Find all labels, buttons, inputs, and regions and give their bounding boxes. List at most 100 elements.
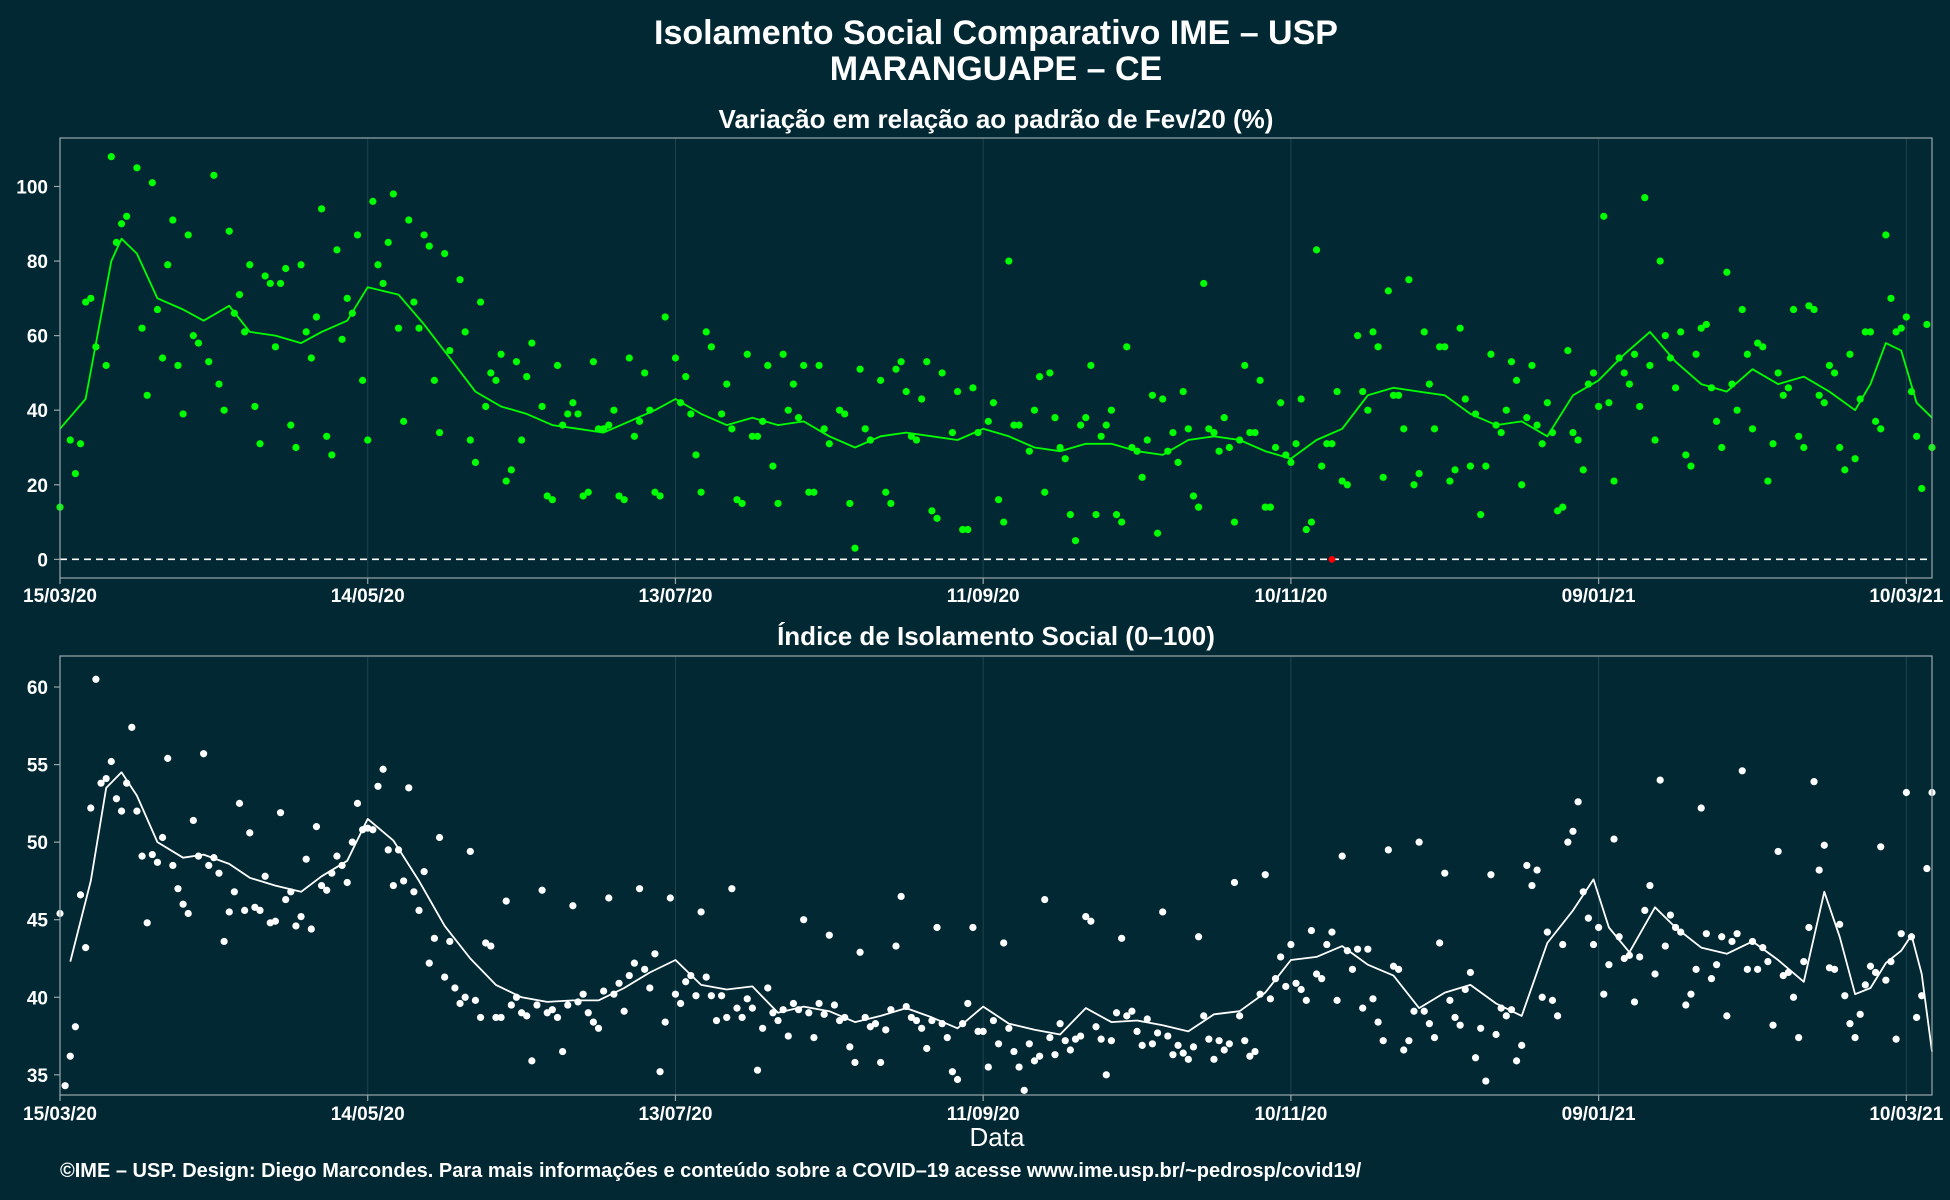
- index-point: [410, 888, 418, 896]
- index-point: [1405, 1037, 1413, 1045]
- variation-point: [805, 488, 813, 496]
- variation-point: [702, 328, 710, 336]
- variation-point: [302, 328, 310, 336]
- index-point: [1600, 990, 1608, 998]
- variation-point: [825, 440, 833, 448]
- index-point: [323, 886, 331, 894]
- variation-point: [1379, 473, 1387, 481]
- index-point: [1733, 930, 1741, 938]
- variation-point: [789, 380, 798, 388]
- index-point: [312, 823, 321, 831]
- index-point: [87, 804, 95, 812]
- index-point: [1923, 864, 1931, 873]
- index-point: [425, 959, 433, 967]
- variation-point: [1825, 361, 1834, 370]
- index-point: [1774, 847, 1782, 856]
- index-point: [415, 906, 423, 915]
- variation-point: [1035, 373, 1044, 381]
- variation-point: [774, 499, 782, 508]
- variation-point: [1333, 387, 1341, 396]
- index-point: [179, 900, 187, 908]
- variation-point: [1764, 477, 1772, 485]
- variation-point: [1025, 447, 1033, 455]
- index-point: [169, 861, 177, 870]
- variation-point: [856, 365, 864, 373]
- index-point: [1312, 970, 1321, 978]
- index-point: [1830, 965, 1839, 973]
- index-point: [753, 1066, 762, 1074]
- variation-point: [1702, 320, 1710, 329]
- variation-point: [723, 380, 731, 388]
- variation-point: [312, 313, 321, 321]
- variation-point: [1789, 305, 1798, 314]
- variation-point: [1353, 332, 1362, 340]
- variation-point: [1169, 428, 1177, 437]
- variation-point: [1066, 511, 1074, 519]
- index-point: [1395, 965, 1403, 973]
- index-point: [174, 885, 182, 893]
- index-point: [1277, 953, 1285, 961]
- variation-point: [707, 343, 715, 351]
- index-point: [820, 1010, 828, 1018]
- variation-point: [718, 410, 726, 418]
- variation-point: [292, 443, 300, 452]
- index-point: [1041, 895, 1049, 904]
- variation-point: [953, 387, 962, 396]
- index-point: [1471, 1054, 1480, 1062]
- index-point: [1236, 1012, 1244, 1020]
- variation-point: [1230, 518, 1239, 526]
- index-point: [1030, 1057, 1039, 1065]
- variation-point: [220, 406, 228, 414]
- variation-point: [1738, 305, 1746, 314]
- index-point: [1518, 1041, 1526, 1049]
- plot-frame: [59, 655, 1933, 1096]
- index-point: [1102, 1071, 1110, 1079]
- x-tick-label: 10/11/20: [1254, 1104, 1327, 1125]
- variation-point: [1251, 428, 1259, 437]
- variation-point: [1010, 421, 1018, 429]
- variation-point: [1779, 391, 1787, 399]
- footer-caption: ©IME – USP. Design: Diego Marcondes. Par…: [60, 1160, 1362, 1182]
- index-point: [810, 1034, 818, 1042]
- index-point: [605, 894, 613, 902]
- variation-point: [1718, 443, 1726, 452]
- variation-point: [687, 410, 695, 418]
- variation-point: [333, 246, 341, 254]
- index-point: [1810, 778, 1818, 786]
- variation-point: [194, 339, 203, 347]
- index-point: [1153, 1029, 1162, 1037]
- variation-point: [364, 436, 372, 444]
- index-point: [548, 1006, 556, 1014]
- variation-point: [1507, 358, 1516, 366]
- index-point: [282, 895, 290, 904]
- index-point: [379, 765, 387, 773]
- zero-marker-point: [1328, 555, 1336, 563]
- variation-point: [902, 387, 910, 396]
- index-point: [66, 1052, 74, 1060]
- variation-point: [1574, 436, 1582, 444]
- index-point: [1559, 940, 1567, 949]
- variation-point: [282, 264, 290, 273]
- variation-point: [1184, 425, 1192, 433]
- variation-point: [923, 358, 931, 366]
- index-point: [897, 892, 905, 901]
- variation-point: [1200, 279, 1208, 288]
- variation-point: [851, 544, 859, 552]
- index-point: [143, 919, 151, 927]
- variation-point: [492, 376, 500, 384]
- variation-point: [1630, 350, 1639, 358]
- index-point: [1502, 1012, 1510, 1020]
- index-point: [1359, 1004, 1367, 1012]
- index-point: [1128, 1007, 1136, 1015]
- variation-point: [276, 279, 285, 288]
- index-panel: Índice de Isolamento Social (0–100) 15/03…: [23, 621, 1944, 1125]
- index-point: [1230, 878, 1239, 887]
- index-point: [912, 1016, 921, 1025]
- index-point: [1138, 1041, 1146, 1049]
- index-point: [574, 998, 582, 1006]
- index-point: [1738, 767, 1746, 775]
- index-point: [964, 999, 972, 1008]
- variation-point: [553, 361, 562, 370]
- variation-point: [548, 496, 556, 504]
